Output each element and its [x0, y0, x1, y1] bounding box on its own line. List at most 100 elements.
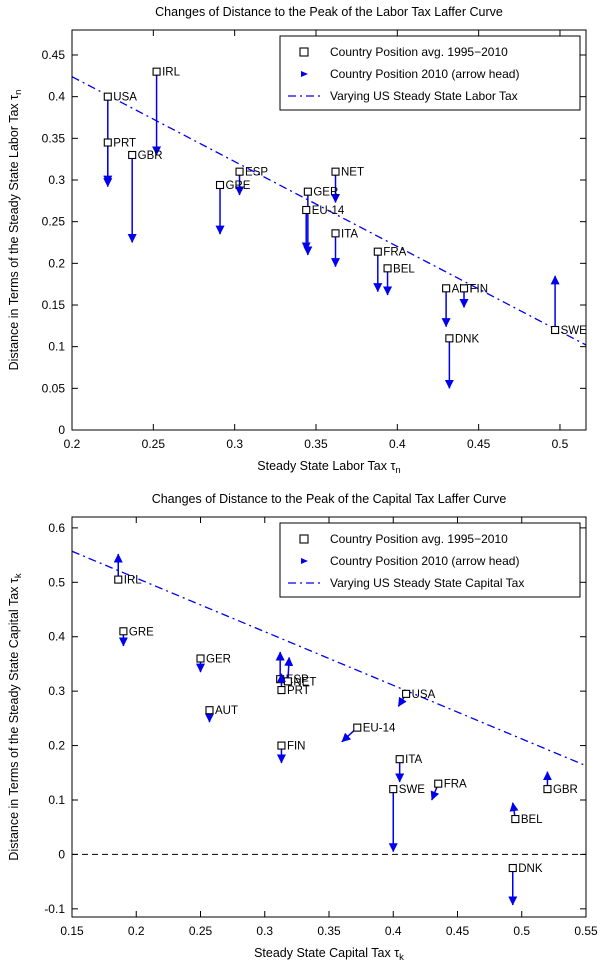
x-tick-label: 0.3	[256, 924, 273, 938]
data-point-FIN: FIN	[459, 283, 489, 308]
x-tick-label: 0.4	[389, 437, 406, 451]
axes-box	[71, 29, 587, 431]
data-point-GBR: GBR	[127, 150, 163, 243]
data-point-FIN: FIN	[276, 741, 305, 764]
y-tick-label: 0.25	[42, 215, 66, 229]
y-tick-label: 0.3	[48, 173, 65, 187]
country-marker	[459, 284, 469, 293]
country-marker	[128, 150, 137, 160]
country-marker	[283, 677, 292, 686]
country-label: SWE	[561, 325, 588, 337]
country-marker	[205, 706, 214, 715]
data-point-EU-14: EU-14	[301, 205, 345, 252]
x-tick-label: 0.25	[142, 437, 166, 451]
country-label: ESP	[245, 167, 268, 179]
country-label: GER	[313, 187, 338, 199]
data-point-IRL: IRL	[113, 553, 143, 587]
data-point-SWE: SWE	[388, 784, 425, 853]
country-label: USA	[412, 689, 436, 701]
y-tick-label: 0.2	[48, 256, 65, 270]
y-tick-label: 0	[58, 423, 65, 437]
legend-arrowhead-marker-icon	[301, 558, 308, 564]
country-label: NET	[293, 676, 316, 688]
country-label: USA	[113, 92, 137, 104]
country-label: GBR	[138, 150, 163, 162]
y-axis-label: Distance in Terms of the Steady State Ca…	[7, 573, 24, 860]
data-point-IRL: IRL	[152, 67, 181, 156]
legend: Country Position avg. 1995−2010 Country P…	[279, 522, 581, 598]
x-tick-label: 0.35	[317, 924, 341, 938]
country-label: GBR	[553, 784, 578, 796]
x-axis-label: Steady State Labor Tax τn	[257, 459, 400, 476]
country-label: IRL	[124, 575, 143, 587]
country-marker	[383, 264, 392, 273]
x-tick-label: 0.35	[304, 437, 328, 451]
data-point-DNK: DNK	[508, 863, 543, 906]
chart-title: Changes of Distance to the Peak of the C…	[152, 492, 507, 506]
labor-tax-chart-container: USAIRLPRTGBRESPGRENETGEREU-14ITAFRABELAU…	[7, 5, 588, 476]
x-tick-label: 0.3	[226, 437, 243, 451]
country-marker	[277, 741, 286, 750]
country-label: EU-14	[363, 723, 396, 735]
country-label: DNK	[518, 863, 543, 875]
country-label: GRE	[129, 626, 154, 638]
legend-label: Varying US Steady State Labor Tax	[330, 89, 518, 103]
country-label: ITA	[405, 754, 422, 766]
x-tick-label: 0.15	[60, 924, 84, 938]
y-tick-label: 0.15	[42, 298, 66, 312]
country-label: FIN	[470, 283, 489, 295]
legend-box	[279, 522, 581, 598]
country-marker	[276, 675, 285, 684]
legend-label: Country Position 2010 (arrow head)	[330, 67, 519, 81]
data-point-GBR: GBR	[542, 771, 578, 796]
country-marker	[353, 723, 362, 732]
data-point-AUT: AUT	[204, 705, 238, 723]
x-tick-label: 0.2	[128, 924, 145, 938]
country-marker	[543, 785, 552, 794]
data-point-GRE: GRE	[118, 626, 154, 647]
y-tick-label: 0	[58, 847, 65, 861]
country-marker	[402, 689, 411, 698]
country-marker	[395, 755, 404, 764]
legend: Country Position avg. 1995−2010 Country P…	[279, 35, 581, 111]
y-tick-label: 0.3	[48, 684, 65, 698]
legend-label: Varying US Steady State Capital Tax	[330, 576, 524, 590]
country-label: DNK	[455, 333, 480, 345]
reference-line	[71, 76, 587, 346]
legend-label: Country Position avg. 1995−2010	[330, 45, 508, 59]
data-point-GER: GER	[196, 653, 231, 673]
data-point-ITA: ITA	[331, 228, 358, 268]
country-marker	[277, 686, 286, 695]
y-tick-label: 0.1	[48, 340, 65, 354]
legend-box	[279, 35, 581, 111]
x-tick-label: 0.45	[446, 924, 470, 938]
country-marker	[389, 785, 398, 794]
data-point-GRE: GRE	[215, 180, 251, 235]
x-tick-label: 0.2	[64, 437, 81, 451]
data-point-USA: USA	[397, 689, 436, 707]
country-label: AUT	[215, 705, 238, 717]
data-point-PRT: PRT	[276, 673, 310, 697]
data-point-PRT: PRT	[103, 138, 136, 188]
x-tick-label: 0.5	[552, 437, 569, 451]
country-label: GER	[206, 653, 231, 665]
country-marker	[373, 247, 382, 256]
y-axis-label: Distance in Terms of the Steady State La…	[7, 90, 24, 371]
data-point-FRA: FRA	[373, 247, 407, 293]
data-point-DNK: DNK	[444, 333, 480, 389]
y-tick-label: 0.2	[48, 739, 65, 753]
country-label: ITA	[341, 228, 358, 240]
x-tick-label: 0.45	[467, 437, 491, 451]
y-tick-label: 0.45	[42, 48, 66, 62]
x-tick-label: 0.4	[385, 924, 402, 938]
country-marker	[235, 167, 244, 176]
country-marker	[442, 284, 451, 293]
country-marker	[303, 187, 312, 196]
country-label: GRE	[226, 180, 251, 192]
capital-tax-chart-container: IRL GRE GER AUT ESP NET PRT FIN EU-14 USA ITA SWE FR…	[0, 487, 600, 974]
country-label: PRT	[287, 685, 310, 697]
labor-tax-chart: USAIRLPRTGBRESPGRENETGEREU-14ITAFRABELAU…	[7, 5, 588, 476]
country-marker	[215, 180, 225, 190]
